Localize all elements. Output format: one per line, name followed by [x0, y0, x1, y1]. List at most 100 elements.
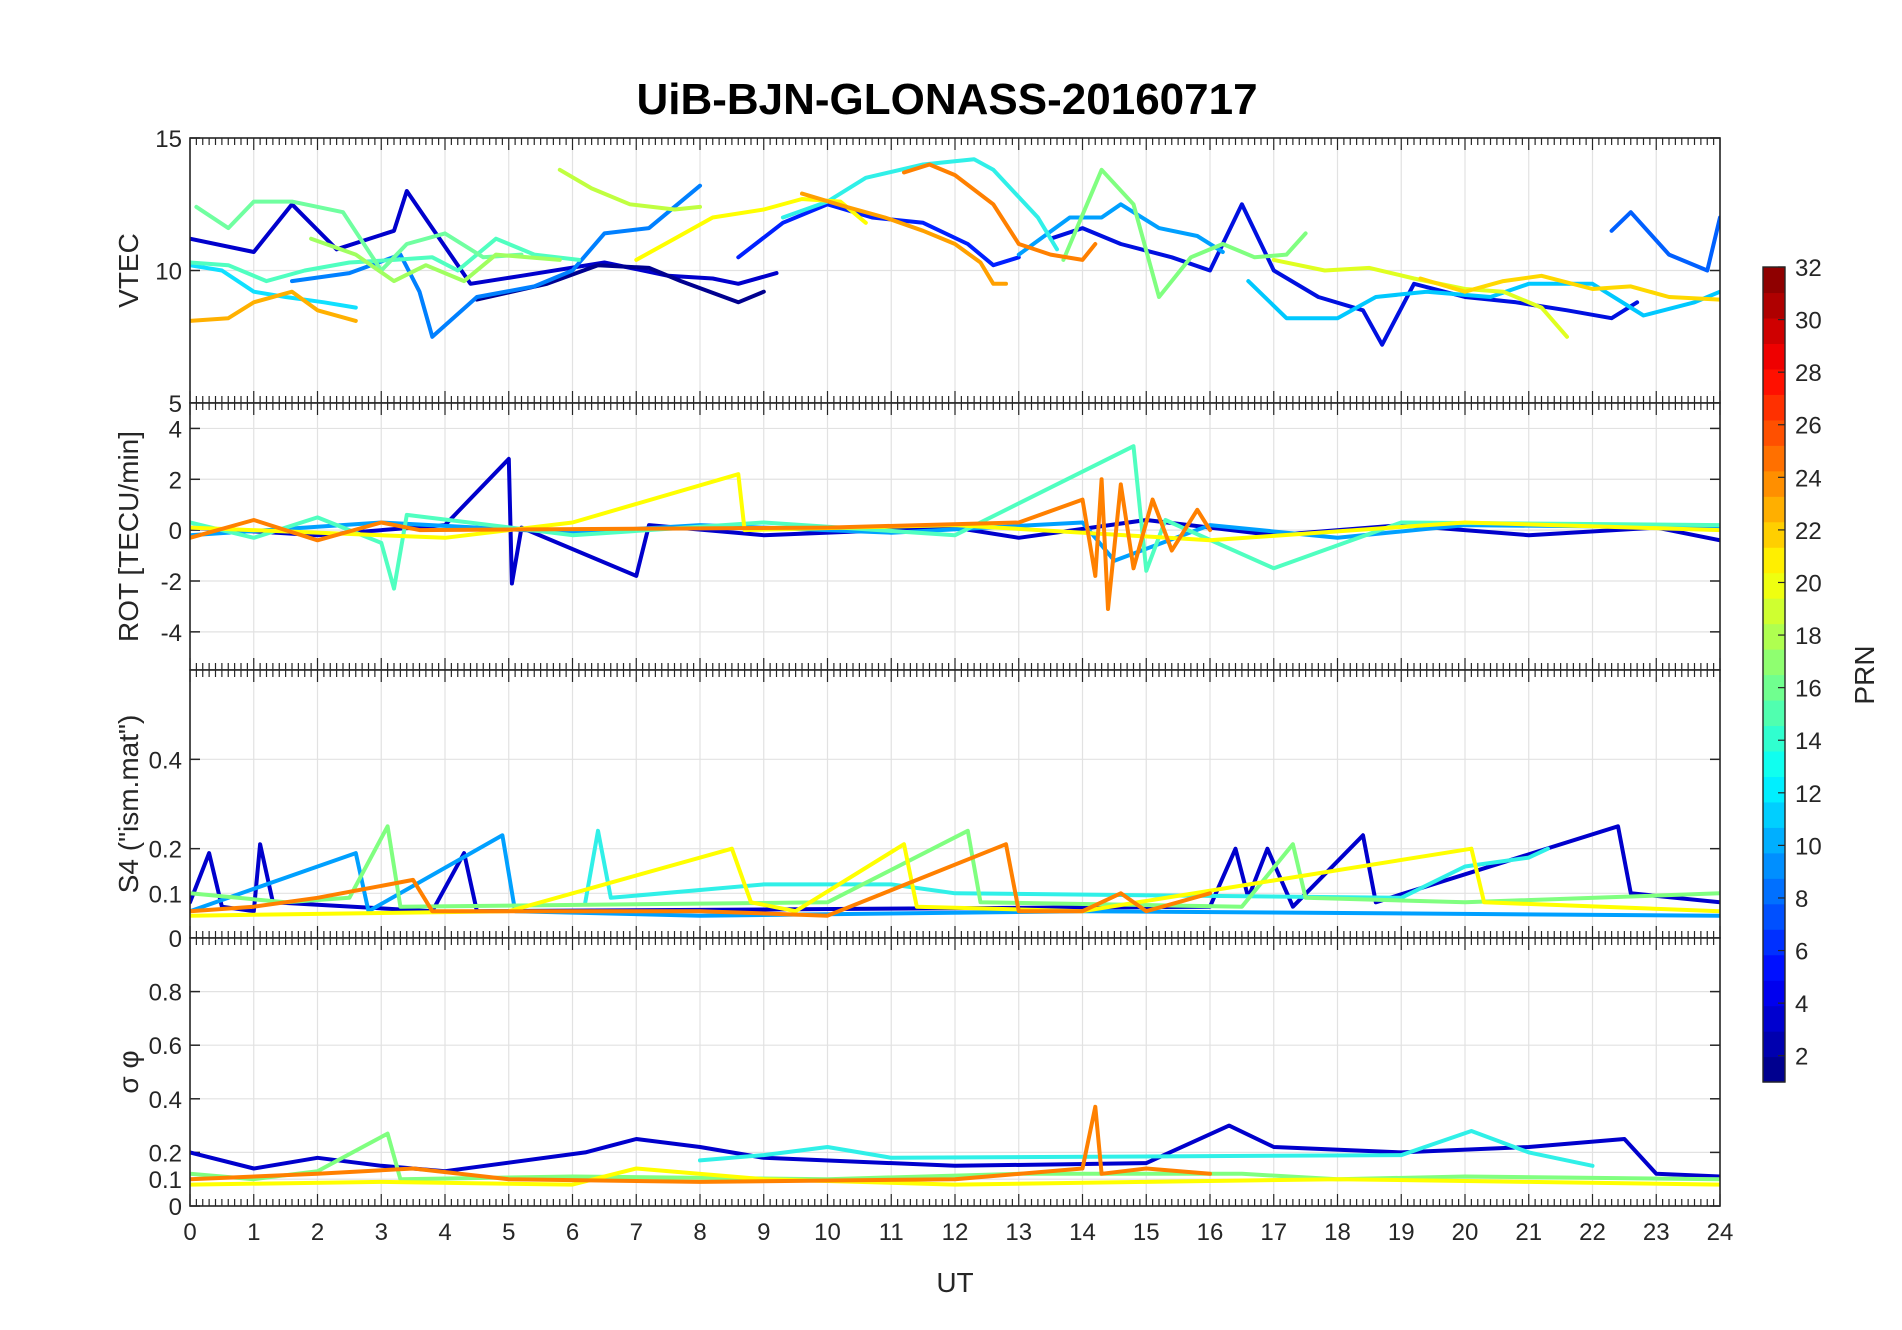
series-line-prn-17: [309, 236, 562, 284]
colorbar-segment: [1763, 801, 1785, 828]
series-line-prn-12: [583, 828, 1550, 905]
series-line-prn-22: [190, 289, 358, 323]
x-tick-label: 23: [1643, 1219, 1670, 1246]
x-tick-label: 22: [1579, 1219, 1606, 1246]
x-tick-label: 21: [1515, 1219, 1542, 1246]
colorbar-segment: [1763, 419, 1785, 446]
series-line-prn-24: [190, 477, 1212, 611]
colorbar-segment: [1763, 317, 1785, 345]
x-tick-label: 9: [757, 1219, 770, 1246]
colorbar-segment: [1763, 572, 1785, 599]
colorbar-segment: [1763, 878, 1785, 905]
series-line-prn-3: [190, 1123, 1720, 1179]
series-line-prn-14: [190, 444, 1720, 591]
series-line-prn-20: [634, 197, 868, 262]
colorbar-segment: [1763, 368, 1785, 395]
colorbar-segment: [1763, 725, 1785, 752]
x-tick-label: 12: [942, 1219, 969, 1246]
y-tick-label: -4: [161, 620, 182, 647]
series-line-prn-11: [190, 263, 358, 310]
x-tick-label: 2: [311, 1219, 324, 1246]
colorbar-segment: [1763, 598, 1785, 625]
colorbar-segment: [1763, 521, 1785, 548]
panel-3: 0 0.1 0.2 0.4S4 ("ism.mat"): [113, 669, 1721, 953]
series-line-prn-23: [800, 191, 1008, 286]
series-line-prn-24: [902, 162, 1098, 262]
x-tick-label: 20: [1452, 1219, 1479, 1246]
series-line-prn-21: [1418, 273, 1720, 302]
y-tick-label: 0.1: [149, 1167, 182, 1194]
x-tick-label: 11: [879, 1219, 904, 1246]
colorbar-tick-label: 10: [1795, 833, 1822, 860]
colorbar-segment: [1763, 699, 1785, 727]
y-tick-label: 5: [169, 391, 182, 418]
colorbar-segment: [1763, 470, 1785, 497]
series-group: [190, 824, 1720, 918]
y-tick-label: 15: [155, 126, 182, 153]
series-line-prn-24: [190, 1104, 1212, 1184]
colorbar-segment: [1763, 1031, 1785, 1058]
x-tick-label: 8: [693, 1219, 706, 1246]
colorbar-segment: [1763, 980, 1785, 1007]
y-tick-label: 2: [169, 467, 182, 494]
x-tick-label: 14: [1069, 1219, 1096, 1246]
series-line-prn-24: [190, 842, 1212, 918]
colorbar-tick-label: 16: [1795, 676, 1822, 703]
colorbar-tick-label: 12: [1795, 781, 1822, 808]
x-tick-labels: 0 1 2 3 4 5 6 7 8 9 10 11 12 13 14 15 16 17 18 19 20 21 22 23 24: [183, 1219, 1733, 1246]
y-axis-label: ROT [TECU/min]: [113, 431, 144, 642]
y-tick-label: 0.4: [149, 1087, 182, 1114]
colorbar-segment: [1763, 292, 1785, 319]
colorbar-tick-label: 8: [1795, 886, 1808, 913]
colorbar-tick-label: 2: [1795, 1044, 1808, 1071]
y-tick-label: 0.2: [149, 837, 182, 864]
series-line-prn-3: [190, 189, 779, 286]
colorbar-tick-label: 4: [1795, 991, 1808, 1018]
colorbar-tick-label: 22: [1795, 518, 1822, 545]
chart-title: UiB-BJN-GLONASS-20160717: [636, 75, 1257, 124]
series-line-prn-8: [1016, 202, 1225, 257]
colorbar-segment: [1763, 929, 1785, 956]
y-tick-label: 0.6: [149, 1033, 182, 1060]
series-group: [190, 157, 1720, 347]
y-tick-label: 0: [169, 1194, 182, 1221]
x-tick-label: 6: [566, 1219, 579, 1246]
colorbar-segment: [1763, 674, 1785, 701]
series-line-prn-18: [557, 167, 702, 212]
colorbar-segment: [1763, 623, 1785, 650]
x-tick-label: 5: [502, 1219, 515, 1246]
colorbar-label: PRN: [1849, 645, 1880, 704]
y-tick-label: 0: [169, 926, 182, 953]
series-line-prn-16: [190, 824, 1720, 909]
series-line-prn-6: [1609, 210, 1720, 273]
series-group: [190, 444, 1720, 611]
colorbar-frame: [1762, 266, 1786, 1083]
colorbar-segment: [1763, 1056, 1785, 1083]
x-tick-label: 4: [438, 1219, 451, 1246]
y-axis-label: S4 ("ism.mat"): [113, 715, 144, 894]
colorbar-tick-label: 18: [1795, 623, 1822, 650]
y-tick-label: 4: [169, 416, 182, 443]
panel-2: -4 -2 0 2 4 ROT [TECU/min]: [113, 402, 1721, 671]
colorbar-segment: [1763, 445, 1785, 472]
colorbar-tick-label: 20: [1795, 570, 1822, 597]
x-tick-label: 7: [630, 1219, 643, 1246]
y-tick-label: 0.1: [149, 881, 182, 908]
series-line-prn-20: [190, 842, 1720, 918]
series-line-prn-16: [1061, 167, 1308, 299]
x-tick-label: 10: [814, 1219, 841, 1246]
colorbar-segment: [1763, 343, 1785, 370]
colorbar-tick-label: 32: [1795, 255, 1822, 282]
x-tick-label: 16: [1197, 1219, 1224, 1246]
y-tick-label: 10: [155, 259, 182, 286]
colorbar-segment: [1763, 852, 1785, 879]
x-tick-label: 3: [375, 1219, 388, 1246]
colorbar-segment: [1763, 903, 1785, 930]
colorbar-segment: [1763, 496, 1785, 523]
series-line-prn-2: [474, 263, 766, 305]
y-axis-label: σ φ: [113, 1050, 144, 1093]
y-tick-label: 0.2: [149, 1140, 182, 1167]
